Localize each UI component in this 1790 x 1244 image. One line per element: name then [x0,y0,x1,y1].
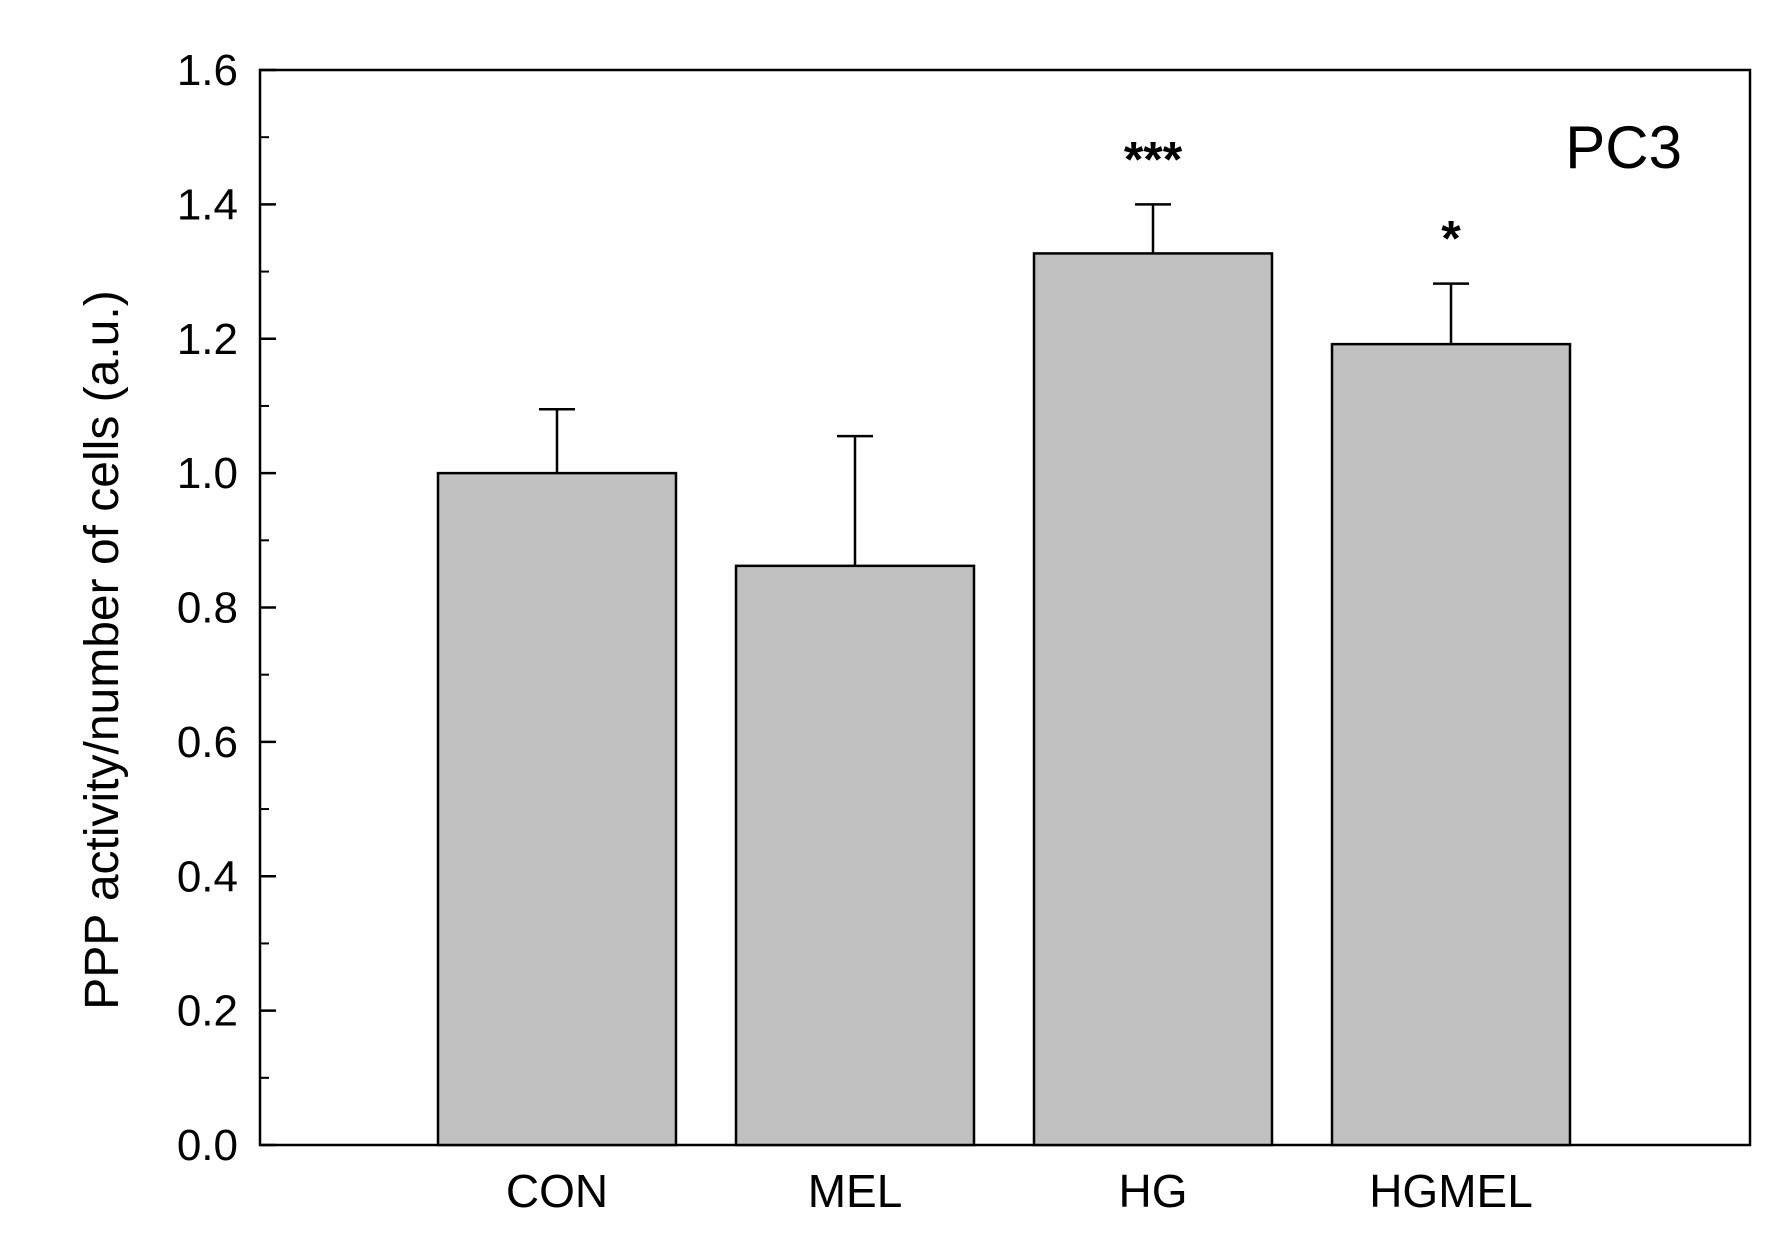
y-tick-label: 1.2 [177,315,238,364]
significance-marker: *** [1124,131,1183,187]
bar-hg [1032,252,1274,1147]
y-tick-label: 0.6 [177,718,238,767]
bar-mel [734,564,976,1147]
y-tick-label: 1.6 [177,46,238,95]
x-tick-label: MEL [808,1165,903,1217]
y-axis-label: PPP activity/number of cells (a.u.) [76,290,129,1009]
x-tick-label: CON [506,1165,608,1217]
y-tick-label: 1.4 [177,180,238,229]
plot-area: 0.0 0.2 0.4 0.6 0.8 1.0 1.2 1.4 1.6 CON MEL HG *** HG… [177,46,1752,1217]
bar-hgmel [1330,342,1572,1147]
y-tick-label: 0.2 [177,987,238,1036]
y-tick-label: 0.4 [177,852,238,901]
y-tick-label: 0.0 [177,1121,238,1170]
x-tick-label: HG [1119,1165,1188,1217]
x-tick-label: HGMEL [1369,1165,1533,1217]
y-tick-label: 0.8 [177,584,238,633]
y-tick-label: 1.0 [177,449,238,498]
panel-label: PC3 [1565,114,1682,181]
bar-con [436,471,678,1147]
significance-marker: * [1441,211,1461,267]
